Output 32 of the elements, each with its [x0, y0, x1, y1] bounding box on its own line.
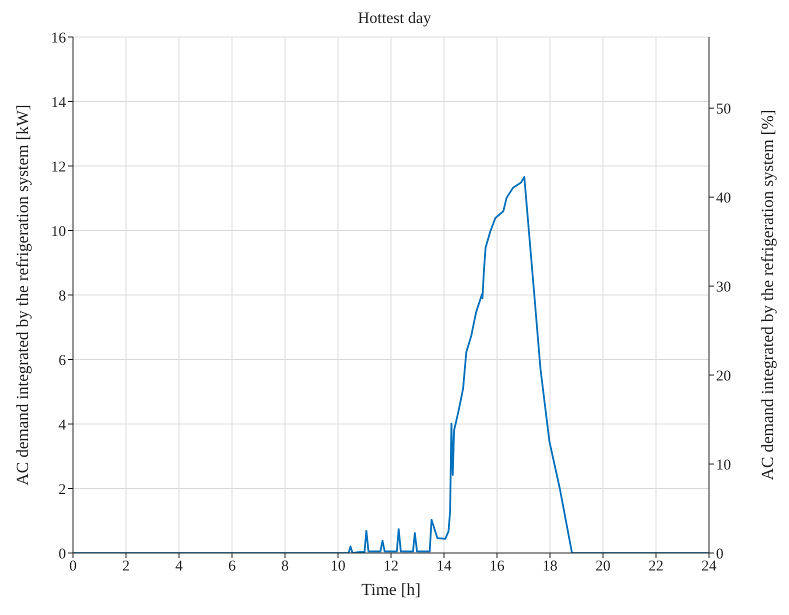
y-tick-label: 10: [51, 224, 66, 240]
x-tick-label: 10: [330, 558, 346, 575]
x-tick-label: 8: [281, 558, 289, 575]
y-axis-title: AC demand integrated by the refrigeration system [kW]: [13, 104, 32, 486]
x-tick-label: 0: [69, 558, 77, 575]
x-tick-label: 4: [175, 558, 184, 575]
y2-tick-label: 20: [716, 368, 731, 384]
y2-axis-title: AC demand integrated by the refrigeration system [%]: [758, 110, 778, 480]
y-tick-label: 8: [58, 288, 66, 304]
y-tick-label: 0: [58, 546, 66, 562]
y2-tick-label: 30: [716, 279, 731, 296]
x-tick-label: 12: [384, 558, 398, 575]
x-tick-label: 18: [542, 558, 558, 575]
x-axis-title: Time [h]: [361, 580, 421, 599]
chart-title: Hottest day: [356, 10, 432, 28]
y2-tick-label: 40: [716, 190, 731, 206]
y-tick-label: 4: [58, 417, 66, 434]
x-tick-label: 20: [596, 558, 610, 575]
y2-tick-label: 0: [716, 546, 724, 562]
x-tick-label: 24: [702, 558, 717, 575]
y-tick-label: 14: [51, 94, 66, 111]
x-tick-label: 2: [122, 558, 130, 575]
x-tick-label: 14: [436, 558, 452, 575]
x-tick-label: 16: [490, 558, 505, 575]
y-tick-label: 2: [58, 482, 66, 498]
y2-tick-label: 50: [716, 101, 731, 118]
x-tick-label: 22: [648, 558, 664, 575]
y2-tick-label: 10: [716, 457, 731, 474]
y-tick-label: 12: [51, 159, 66, 176]
y-tick-label: 6: [58, 352, 66, 369]
y-tick-label: 16: [51, 30, 66, 46]
x-tick-label: 6: [228, 558, 236, 575]
